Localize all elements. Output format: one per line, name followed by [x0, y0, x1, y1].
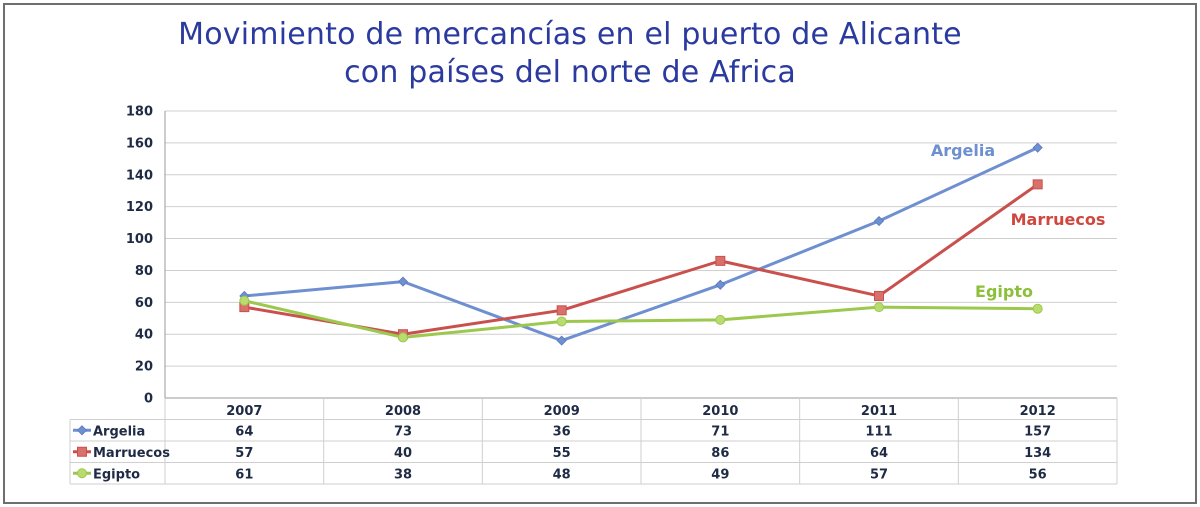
- table-cell: 61: [235, 468, 253, 483]
- legend-marker: [77, 446, 87, 457]
- y-tick-label: 160: [126, 136, 153, 151]
- table-cell: 55: [553, 446, 571, 461]
- x-category-label: 2007: [226, 404, 262, 419]
- data-point-egipto: [1032, 303, 1043, 314]
- table-cell: 57: [235, 446, 253, 461]
- series-label-egipto: Egipto: [975, 282, 1033, 301]
- data-point-argelia: [397, 276, 409, 287]
- table-cell: 71: [711, 425, 729, 440]
- legend-marker: [76, 425, 88, 436]
- y-tick-label: 60: [135, 296, 153, 311]
- y-tick-label: 20: [135, 360, 153, 375]
- y-tick-label: 180: [126, 105, 153, 120]
- table-cell: 64: [235, 425, 253, 440]
- data-point-argelia: [715, 279, 726, 290]
- x-category-label: 2010: [702, 404, 738, 419]
- data-point-argelia: [873, 215, 885, 227]
- data-point-egipto: [398, 332, 408, 343]
- chart-title: Movimiento de mercancías en el puerto de…: [0, 16, 1140, 92]
- y-tick-label: 140: [126, 168, 153, 183]
- x-category-label: 2011: [861, 404, 897, 419]
- y-tick-label: 100: [126, 232, 153, 247]
- table-cell: 49: [711, 468, 729, 483]
- chart-frame: [3, 3, 1197, 504]
- series-line-marruecos: [244, 183, 1039, 336]
- series-label-argelia: Argelia: [931, 141, 995, 160]
- data-point-marruecos: [1032, 179, 1043, 190]
- table-cell: 48: [553, 468, 571, 483]
- x-category-label: 2009: [544, 404, 580, 419]
- chart-title-line2: con países del norte de Africa: [344, 55, 796, 90]
- data-point-marruecos: [556, 305, 567, 316]
- legend-label: Argelia: [93, 425, 145, 440]
- table-cell: 36: [553, 425, 571, 440]
- data-point-argelia: [556, 335, 567, 346]
- legend-label: Egipto: [93, 468, 140, 483]
- y-tick-label: 0: [144, 392, 153, 407]
- table-cell: 73: [394, 425, 412, 440]
- table-cell: 86: [711, 446, 729, 461]
- data-point-egipto: [556, 316, 567, 327]
- legend-marker: [77, 468, 87, 479]
- y-tick-label: 80: [135, 264, 153, 279]
- table-cell: 57: [870, 468, 888, 483]
- x-category-label: 2012: [1020, 404, 1056, 419]
- chart-title-line1: Movimiento de mercancías en el puerto de…: [178, 17, 962, 52]
- table-cell: 56: [1029, 468, 1047, 483]
- table-cell: 111: [865, 425, 892, 440]
- data-point-argelia: [1032, 142, 1043, 153]
- data-point-egipto: [874, 302, 884, 313]
- series-line-argelia: [244, 146, 1039, 343]
- series-line-egipto: [243, 299, 1038, 339]
- table-cell: 157: [1024, 425, 1051, 440]
- y-tick-label: 120: [126, 200, 153, 215]
- data-point-egipto: [239, 295, 250, 306]
- y-tick-label: 40: [135, 328, 153, 343]
- table-cell: 64: [870, 446, 888, 461]
- legend-label: Marruecos: [93, 446, 170, 461]
- table-cell: 134: [1024, 446, 1051, 461]
- table-cell: 38: [394, 468, 412, 483]
- table-cell: 40: [394, 446, 412, 461]
- data-point-marruecos: [874, 290, 884, 301]
- data-point-egipto: [715, 314, 726, 325]
- series-label-marruecos: Marruecos: [1011, 210, 1106, 229]
- x-category-label: 2008: [385, 404, 421, 419]
- data-point-marruecos: [715, 255, 726, 266]
